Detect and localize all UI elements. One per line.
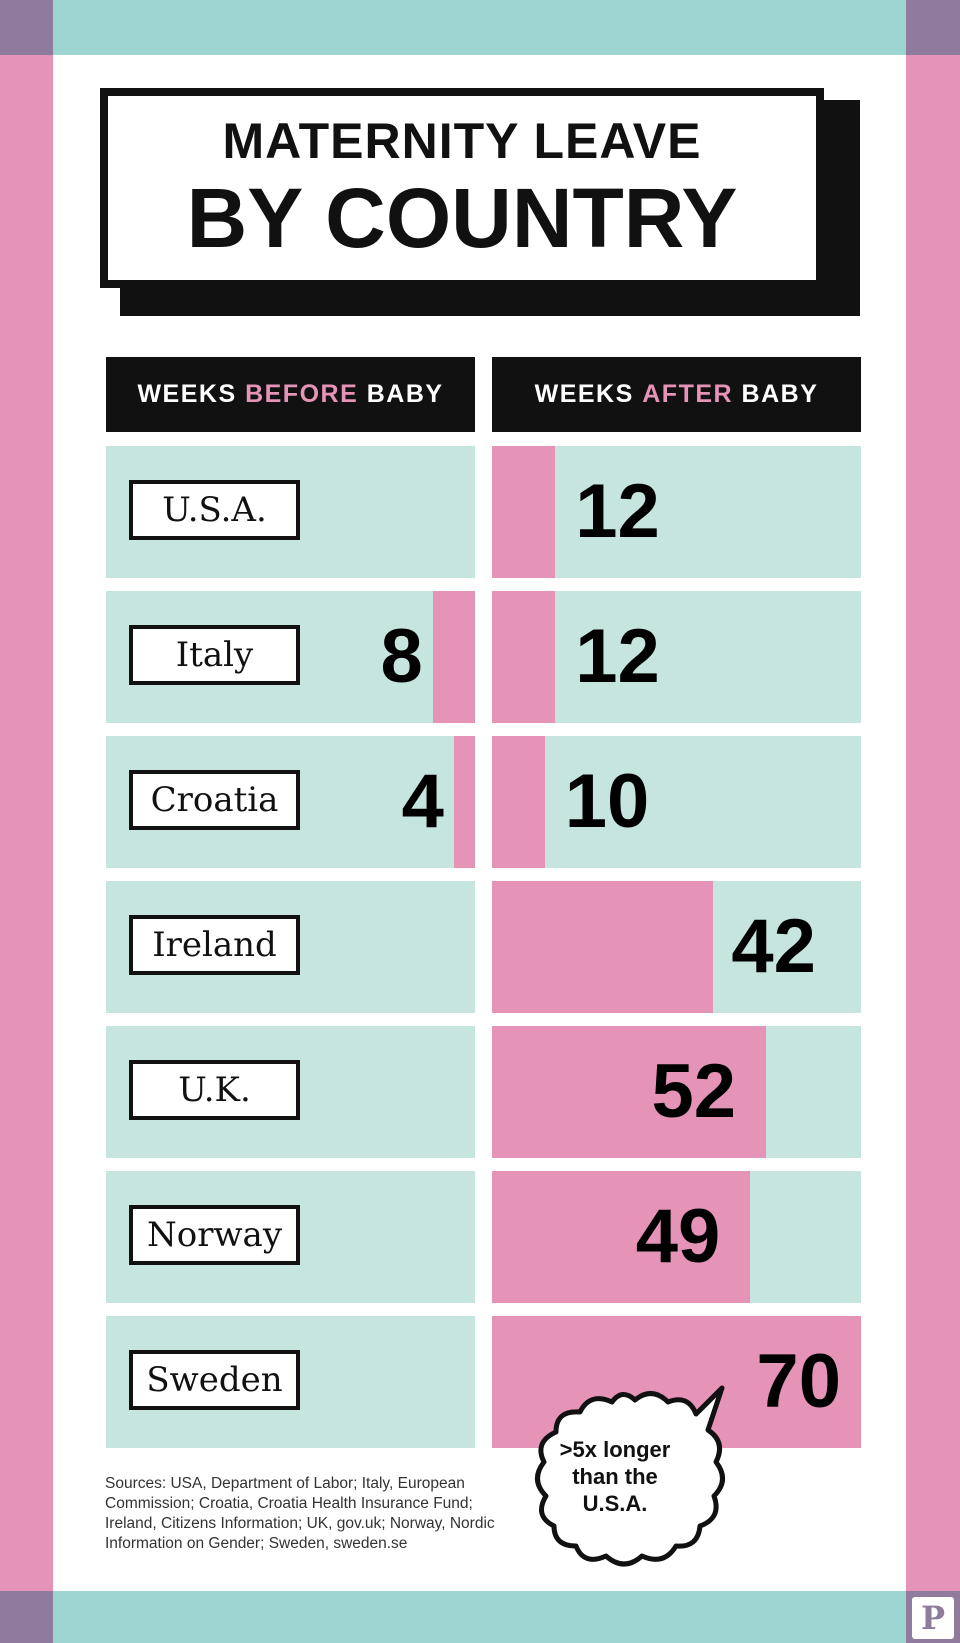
sources-text: Sources: USA, Department of Labor; Italy… bbox=[105, 1475, 495, 1552]
after-value-usa: 12 bbox=[575, 469, 660, 554]
before-bar-croatia bbox=[453, 736, 475, 868]
header-after-accent: AFTER bbox=[642, 380, 734, 408]
before-bar-italy bbox=[432, 591, 475, 723]
after-value-sweden: 70 bbox=[756, 1339, 841, 1424]
country-label-sweden: Sweden bbox=[129, 1350, 300, 1410]
frame-left-band bbox=[0, 0, 53, 1643]
header-before-accent: BEFORE bbox=[245, 380, 359, 408]
title-box: MATERNITY LEAVE BY COUNTRY bbox=[100, 88, 824, 288]
frame-bottom-band bbox=[0, 1591, 960, 1643]
header-after-suffix: BABY bbox=[741, 380, 819, 408]
country-label-usa: U.S.A. bbox=[129, 480, 300, 540]
header-before-prefix: WEEKS bbox=[137, 380, 237, 408]
after-bar-ireland bbox=[492, 881, 714, 1013]
after-cell-croatia bbox=[492, 736, 861, 868]
country-label-italy: Italy bbox=[129, 625, 300, 685]
before-value-italy: 8 bbox=[380, 614, 423, 699]
after-bar-croatia bbox=[492, 736, 545, 868]
frame-corner bbox=[0, 0, 53, 55]
frame-top-band bbox=[0, 0, 960, 55]
after-value-italy: 12 bbox=[575, 614, 660, 699]
after-value-uk: 52 bbox=[651, 1049, 737, 1134]
frame-right-band bbox=[906, 0, 960, 1643]
frame-corner bbox=[906, 0, 960, 55]
before-value-croatia: 4 bbox=[401, 759, 444, 844]
after-bar-norway bbox=[492, 1171, 751, 1303]
country-label-uk: U.K. bbox=[129, 1060, 300, 1120]
callout-text: >5x longer than the U.S.A. bbox=[559, 1437, 671, 1516]
frame-corner bbox=[0, 1591, 53, 1643]
header-after-prefix: WEEKS bbox=[534, 380, 634, 408]
header-weeks-after: WEEKS AFTER BABY bbox=[492, 357, 861, 432]
after-bar-usa bbox=[492, 446, 556, 578]
title-line-2: BY COUNTRY bbox=[186, 171, 738, 265]
header-before-suffix: BABY bbox=[366, 380, 444, 408]
after-bar-uk bbox=[492, 1026, 767, 1158]
after-value-norway: 49 bbox=[635, 1194, 721, 1279]
after-value-croatia: 10 bbox=[564, 759, 650, 844]
country-label-ireland: Ireland bbox=[129, 915, 300, 975]
after-bar-italy bbox=[492, 591, 556, 723]
brand-logo-icon: P bbox=[912, 1597, 954, 1639]
country-label-norway: Norway bbox=[129, 1205, 300, 1265]
callout-bubble bbox=[535, 1385, 725, 1567]
title-line-1: MATERNITY LEAVE bbox=[222, 113, 702, 169]
header-weeks-before: WEEKS BEFORE BABY bbox=[106, 357, 475, 432]
country-label-croatia: Croatia bbox=[129, 770, 300, 830]
after-value-ireland: 42 bbox=[731, 904, 816, 989]
